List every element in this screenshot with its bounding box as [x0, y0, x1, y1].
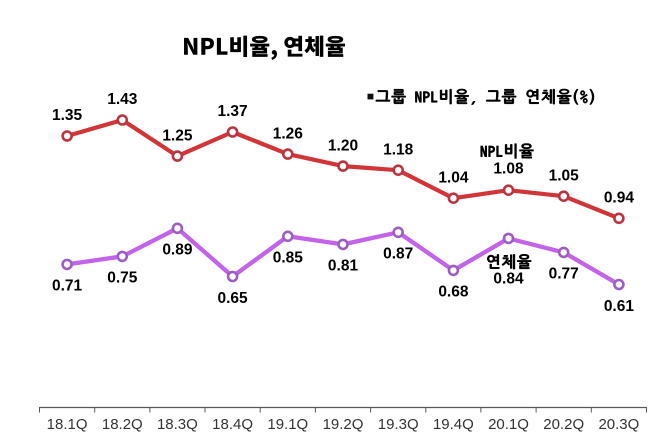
svg-text:1.05: 1.05 — [549, 167, 580, 184]
svg-text:0.85: 0.85 — [273, 250, 304, 267]
svg-text:1.43: 1.43 — [107, 91, 138, 108]
svg-text:0.77: 0.77 — [549, 266, 579, 283]
svg-text:20.3Q: 20.3Q — [598, 416, 639, 433]
svg-text:0.75: 0.75 — [107, 270, 138, 287]
svg-text:19.2Q: 19.2Q — [323, 416, 364, 433]
svg-text:1.18: 1.18 — [383, 141, 414, 158]
svg-text:18.4Q: 18.4Q — [212, 416, 253, 433]
svg-text:0.65: 0.65 — [218, 290, 249, 307]
svg-text:1.25: 1.25 — [162, 127, 193, 144]
svg-text:20.1Q: 20.1Q — [488, 416, 529, 433]
svg-text:0.94: 0.94 — [604, 190, 635, 207]
svg-text:0.61: 0.61 — [604, 298, 635, 315]
svg-text:0.71: 0.71 — [52, 278, 83, 295]
svg-text:1.37: 1.37 — [218, 103, 248, 120]
svg-text:0.81: 0.81 — [328, 258, 359, 275]
svg-text:1.08: 1.08 — [493, 160, 524, 177]
svg-text:19.3Q: 19.3Q — [378, 416, 419, 433]
svg-text:18.1Q: 18.1Q — [47, 416, 88, 433]
svg-text:19.4Q: 19.4Q — [433, 416, 474, 433]
svg-text:18.3Q: 18.3Q — [157, 416, 198, 433]
svg-text:1.35: 1.35 — [52, 107, 83, 124]
svg-text:1.26: 1.26 — [273, 125, 304, 142]
svg-text:0.87: 0.87 — [383, 246, 413, 263]
svg-text:1.04: 1.04 — [438, 169, 469, 186]
svg-text:20.2Q: 20.2Q — [543, 416, 584, 433]
svg-text:0.68: 0.68 — [438, 284, 469, 301]
svg-text:18.2Q: 18.2Q — [102, 416, 143, 433]
svg-text:19.1Q: 19.1Q — [267, 416, 308, 433]
svg-text:0.89: 0.89 — [162, 242, 193, 259]
svg-text:0.84: 0.84 — [493, 271, 524, 288]
svg-text:1.20: 1.20 — [328, 137, 358, 154]
